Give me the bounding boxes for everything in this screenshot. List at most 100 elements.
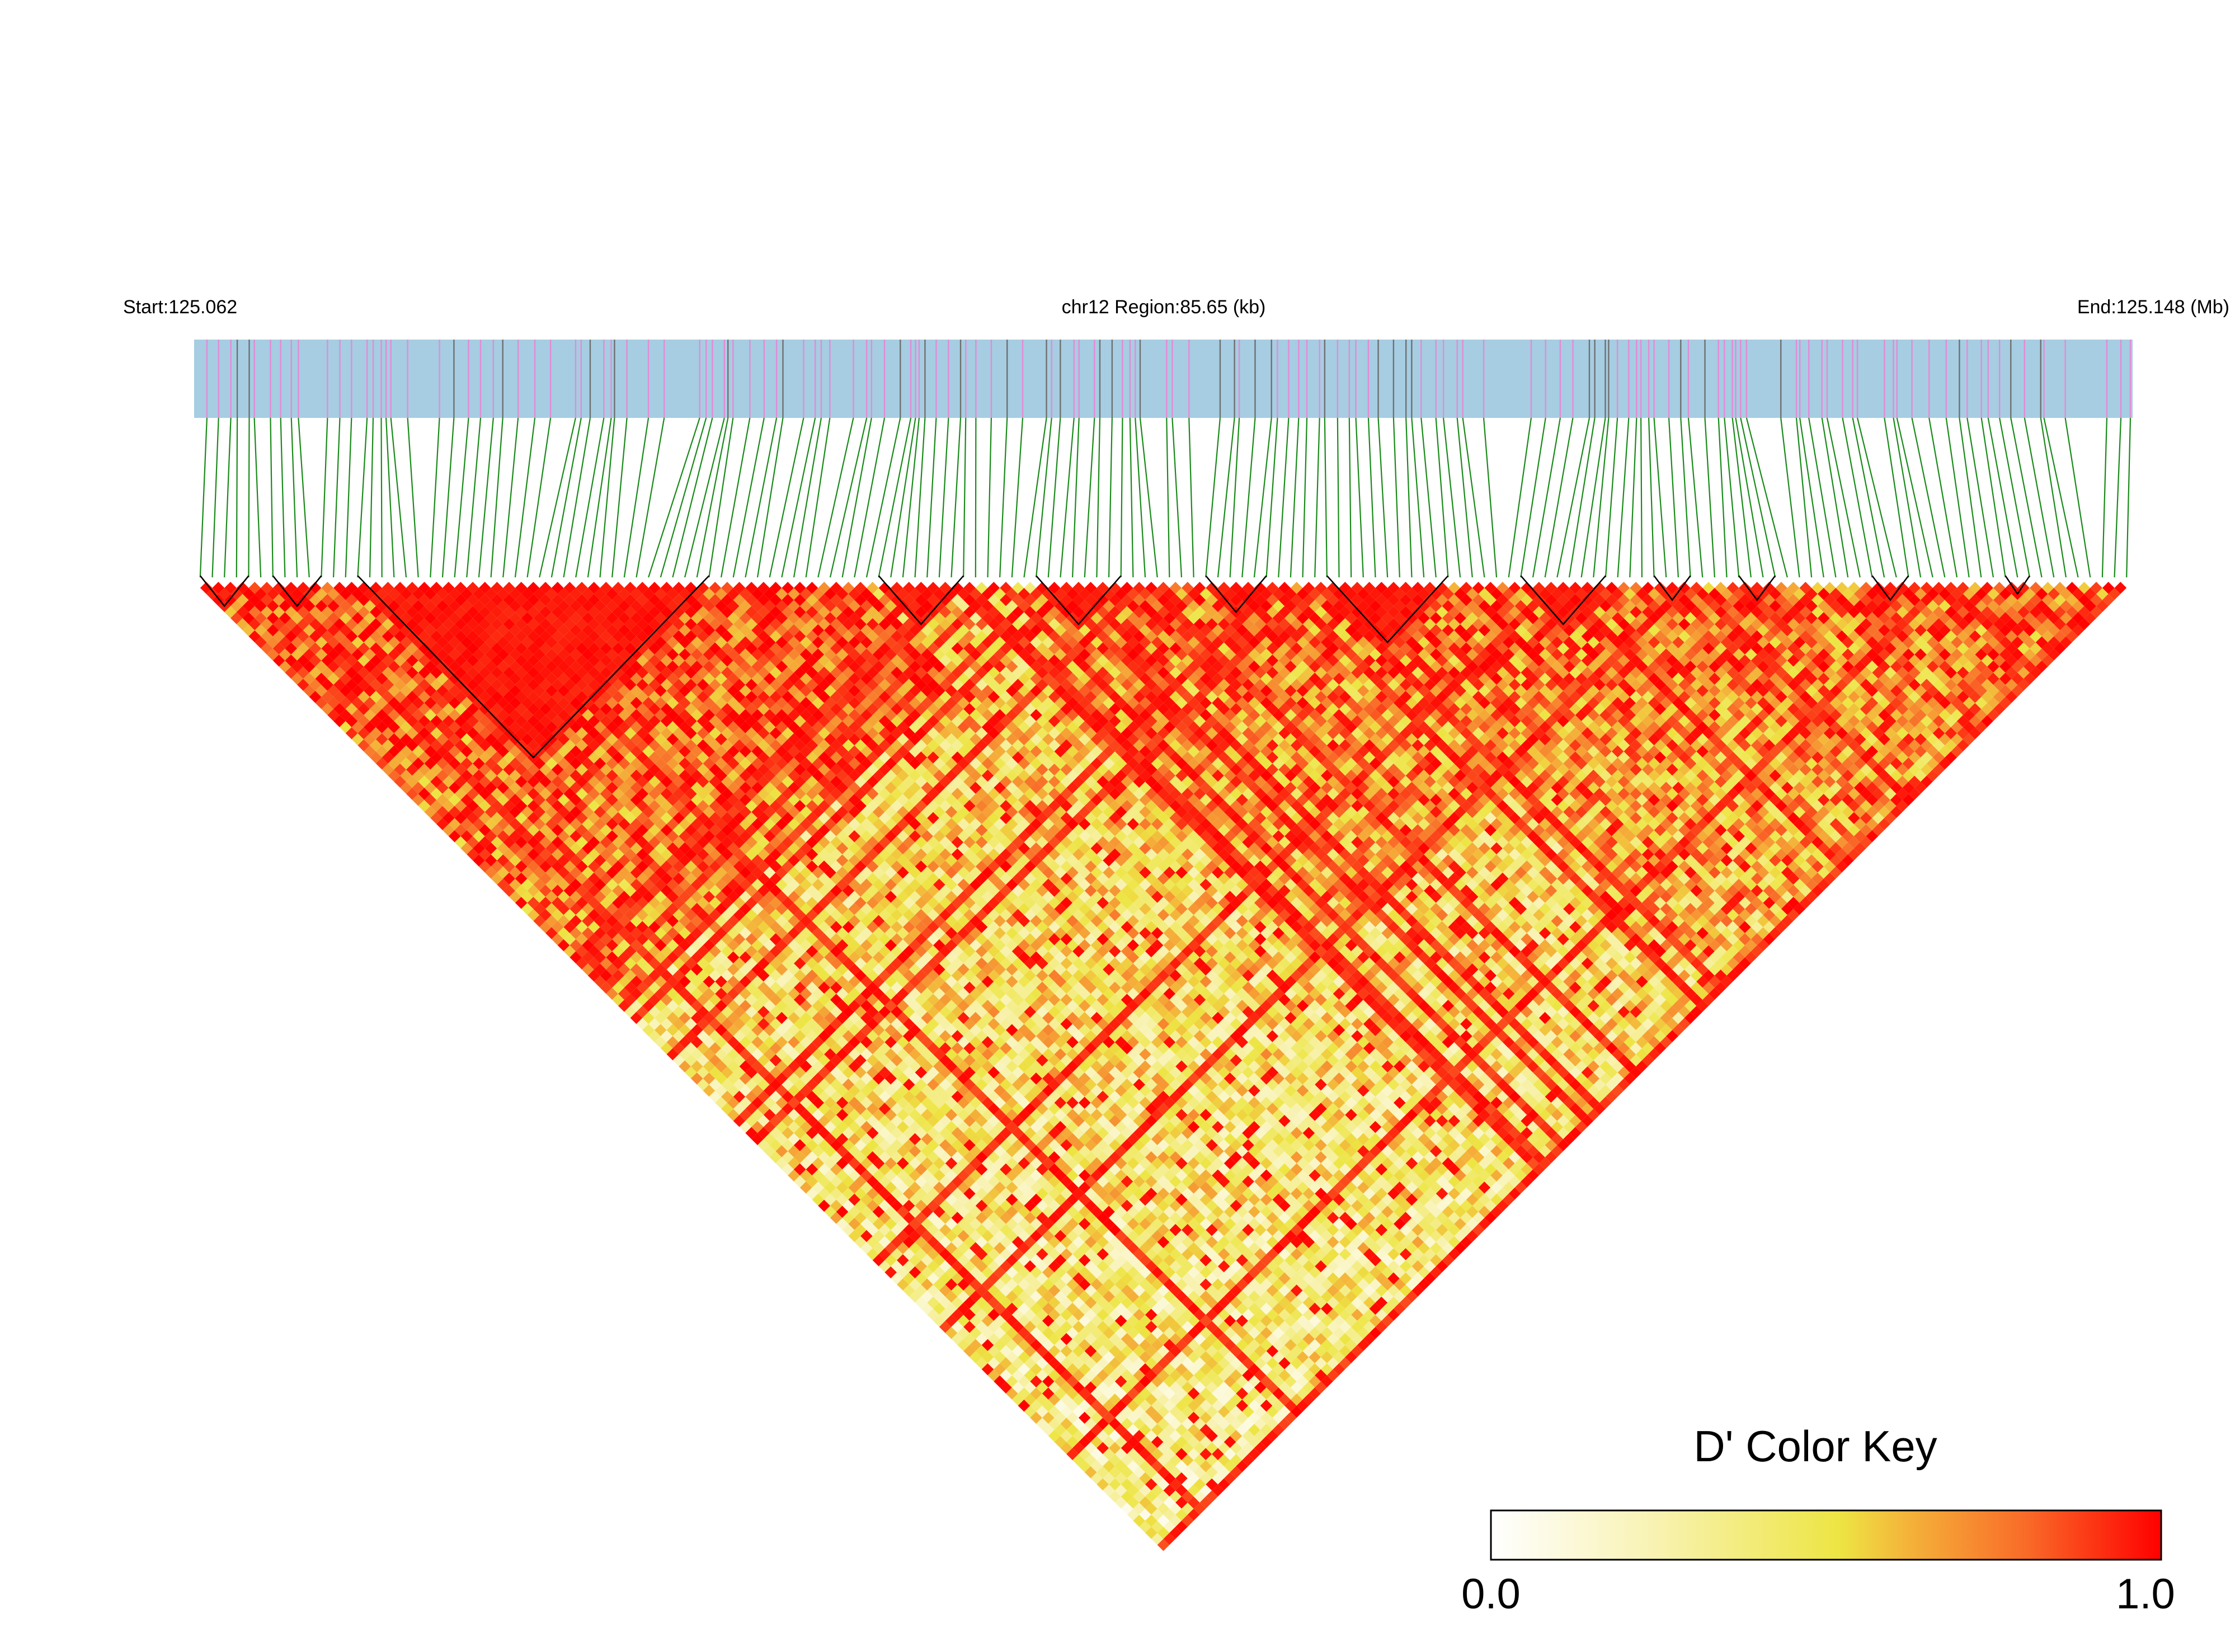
snp-connector [1842,417,1873,578]
snp-connector [2064,417,2091,578]
snp-connector [441,417,455,578]
snp-connector [1129,417,1134,578]
snp-connector [1896,417,1933,578]
snp-connector [1580,417,1606,578]
snp-connector [1987,417,2018,578]
snp-connector [1253,417,1272,578]
snp-connector [407,417,419,578]
snp-connector [345,417,352,578]
snp-connector [1731,417,1752,578]
snp-connector [2010,417,2043,578]
snp-connector [1852,417,1885,578]
snp-connector [248,417,250,578]
snp-connector [599,417,615,578]
snp-connector [1023,417,1047,578]
snp-connector [1945,417,1970,578]
snp-connector [1139,417,1158,578]
snp-connector [1629,417,1638,578]
snp-connector [502,417,519,578]
snp-connector [745,417,778,578]
snp-connector [224,417,232,578]
snp-connector [1780,417,1800,578]
snp-track-background [194,340,2133,418]
snp-connector [298,417,310,578]
snp-connector [829,417,868,578]
snp-connector [478,417,494,578]
snp-connector [817,417,854,578]
snp-connector [1640,417,1643,578]
snp-connector [2114,417,2122,578]
snp-connector [199,417,208,578]
snp-connector [926,417,937,578]
snp-connector [2101,417,2108,578]
snp-connector [902,417,920,578]
region-start-label: Start:125.062 [123,296,237,318]
snp-connector [563,417,591,578]
snp-connector [1966,417,1994,578]
snp-connector [1171,417,1183,578]
snp-connector [369,417,374,578]
snp-connector [1483,417,1498,578]
snp-connector [2040,417,2067,578]
snp-connector [1166,417,1170,578]
snp-connector [1355,417,1364,578]
snp-connector [1442,417,1461,578]
snp-connector [280,417,286,578]
snp-connector [1593,417,1610,578]
snp-tick-group [206,340,2132,418]
snp-connector [781,417,816,578]
snp-connector [1508,417,1532,578]
snp-connector [1392,417,1400,578]
snp-connector [1278,417,1290,578]
snp-connector [1617,417,1630,578]
snp-connector [1456,417,1473,578]
snp-connector [454,417,469,578]
snp-connector [854,417,886,578]
snp-connector [587,417,612,578]
snp-connector [385,417,395,578]
snp-connector [1980,417,2006,578]
snp-connector [1011,417,1024,578]
snp-connector [1367,417,1376,578]
snp-connector [672,417,713,578]
snp-connector [1928,417,1958,578]
snp-connector [623,417,650,578]
snp-connector [1071,417,1080,578]
snp-connector [1544,417,1574,578]
snp-connector [841,417,872,578]
snp-connector [1217,417,1235,578]
snp-connector [756,417,784,578]
snp-connector [1108,417,1113,578]
snp-connector [357,417,368,578]
snp-connector [769,417,804,578]
snp-connector [1411,417,1425,578]
snp-connector [1704,417,1715,578]
snp-connector [1648,417,1655,578]
snp-connector [684,417,725,578]
snp-connector [253,417,262,578]
snp-connector [380,417,383,578]
snp-connector [1377,417,1389,578]
snp-connector [466,417,482,578]
snp-connector [1911,417,1946,578]
snp-connector [1821,417,1849,578]
snp-connector [1047,417,1061,578]
snp-connector [1229,417,1240,578]
snp-connector [708,417,734,578]
snp-connector [720,417,751,578]
snp-connector [2024,417,2055,578]
snp-connector [914,417,926,578]
snp-connector [1808,417,1837,578]
snp-connector [390,417,407,578]
snp-connector [660,417,707,578]
snp-connector [211,417,219,578]
snp-connector [1568,417,1596,578]
snp-connector [430,417,440,578]
snp-connector [890,417,916,578]
snp-connector [2126,417,2132,578]
snp-position-track [194,340,2133,418]
snp-connector-lines [199,417,2132,578]
snp-connector [1314,417,1320,578]
snp-connector [1188,417,1194,578]
snp-connector [1668,417,1679,578]
